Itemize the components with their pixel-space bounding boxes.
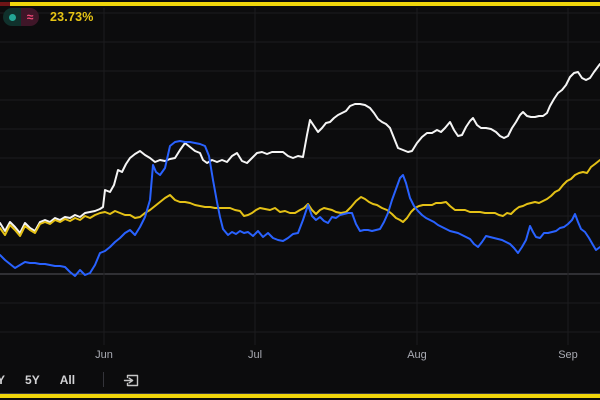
bottom-accent-bar xyxy=(0,394,600,398)
toolbar-divider xyxy=(103,372,105,387)
calendar-icon xyxy=(123,374,139,386)
white-series-line xyxy=(0,63,600,234)
top-accent-bar xyxy=(10,2,600,6)
legend-change-value: 23.73% xyxy=(50,10,94,24)
x-tick-label: Jun xyxy=(95,349,113,361)
teal-dot-icon xyxy=(8,13,16,21)
compare-marker: ≈ xyxy=(21,8,39,26)
go-to-date-button[interactable] xyxy=(120,368,144,392)
legend-source-pill[interactable]: ≈ xyxy=(3,8,39,26)
range-button-clipped[interactable]: Y xyxy=(0,372,6,387)
chart-svg[interactable]: Jun Jul Aug Sep xyxy=(0,0,600,366)
range-button-5y[interactable]: 5Y xyxy=(25,372,40,387)
series-legend: ≈ 23.73% xyxy=(3,8,94,26)
main-series-marker xyxy=(3,8,21,26)
price-chart-pane[interactable]: Jun Jul Aug Sep ≈ 23.73% xyxy=(0,0,600,366)
x-tick-label: Jul xyxy=(248,349,262,361)
blue-series-line xyxy=(0,140,600,277)
yellow-series-line xyxy=(0,159,600,237)
x-tick-label: Sep xyxy=(558,349,578,361)
range-button-all[interactable]: All xyxy=(59,372,76,387)
approx-icon: ≈ xyxy=(26,10,34,24)
top-accent-red-segment xyxy=(0,2,10,6)
bottom-toolbar: Y 5Y All xyxy=(0,366,600,394)
x-tick-label: Aug xyxy=(407,349,427,361)
